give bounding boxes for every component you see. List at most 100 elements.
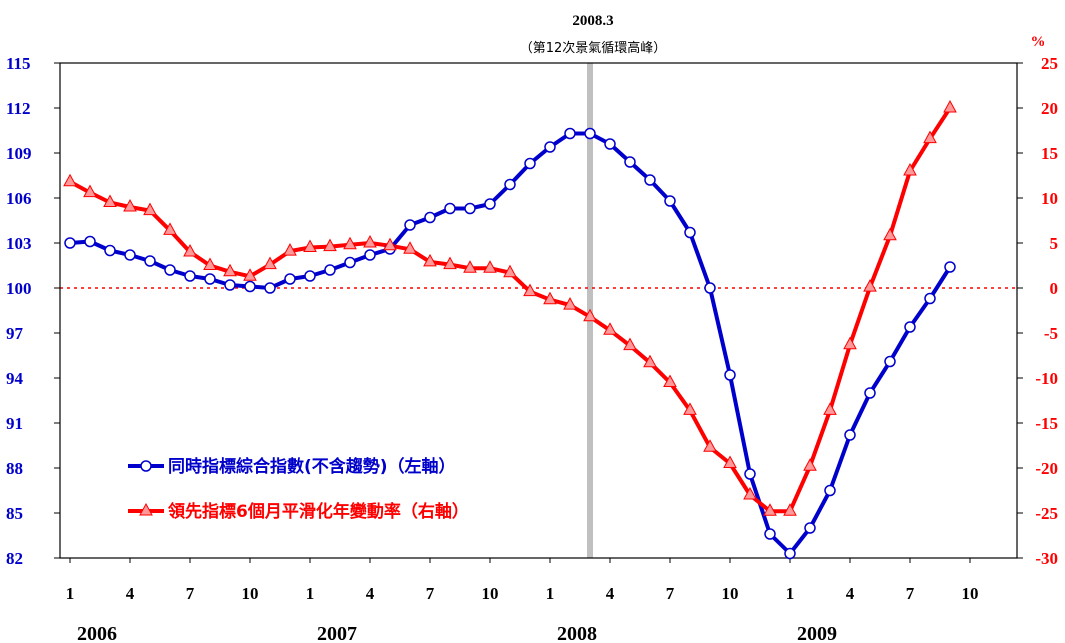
legend: 同時指標綜合指數(不含趨勢)（左軸） 領先指標6個月平滑化年變動率（右軸） — [128, 456, 469, 522]
leading-index-point — [83, 184, 97, 198]
leading-index-point — [383, 237, 397, 251]
leading-index-point — [583, 308, 597, 322]
x-axis-tick-label: 7 — [666, 584, 675, 603]
coincident-index-point — [924, 292, 936, 305]
leading-index-point — [903, 162, 917, 176]
left-axis-tick-label: 112 — [6, 99, 31, 118]
left-axis-tick-label: 91 — [6, 414, 23, 433]
coincident-index-point — [844, 429, 856, 441]
coincident-index-point — [684, 226, 696, 239]
left-axis-tick-label: 85 — [6, 504, 23, 523]
plot-area-frame — [59, 62, 1018, 559]
leading-index-point — [823, 402, 837, 415]
leading-index-point — [503, 264, 517, 278]
coincident-index-point — [524, 157, 536, 170]
left-axis-tick-label: 97 — [6, 324, 24, 343]
coincident-index-point — [544, 141, 556, 153]
year-label: 2007 — [317, 623, 357, 643]
leading-index-point — [743, 486, 757, 500]
coincident-index-point — [84, 235, 96, 248]
coincident-index-point — [584, 127, 596, 140]
right-axis-tick-label: 5 — [1050, 234, 1059, 253]
coincident-index-point — [264, 282, 276, 294]
leading-index-point — [103, 194, 117, 207]
grid-layer — [60, 63, 1017, 558]
leading-index-point — [703, 439, 717, 452]
leading-index-point — [543, 291, 557, 305]
leading-index-point — [663, 374, 677, 387]
left-axis-tick-label: 94 — [6, 369, 24, 388]
leading-index-point — [603, 322, 617, 335]
leading-index-point — [363, 234, 377, 248]
coincident-index-point — [764, 528, 776, 540]
coincident-index-point — [144, 255, 156, 267]
coincident-index-point — [224, 279, 236, 291]
coincident-index-point — [484, 198, 496, 210]
right-axis-tick-label: -25 — [1035, 504, 1058, 523]
leading-index-point — [143, 202, 157, 216]
coincident-index-point — [284, 273, 296, 285]
leading-index-point — [283, 243, 297, 256]
year-label: 2006 — [77, 623, 117, 643]
coincident-index-point — [164, 264, 176, 276]
leading-index-point — [643, 354, 657, 368]
right-axis-unit: % — [1031, 34, 1046, 50]
coincident-index-point — [424, 211, 436, 224]
x-axis-tick-label: 10 — [482, 584, 499, 603]
leading-index-point — [323, 238, 337, 252]
leading-index-point — [563, 297, 577, 310]
x-axis-tick-label: 1 — [546, 584, 555, 603]
legend-marker-circle — [140, 460, 152, 472]
coincident-index-point — [364, 249, 376, 261]
right-axis-tick-label: 0 — [1050, 279, 1059, 298]
coincident-index-point — [304, 270, 316, 282]
year-label: 2008 — [557, 623, 597, 643]
leading-index-point — [763, 503, 777, 516]
coincident-index-point — [244, 280, 256, 293]
leading-index-point — [303, 239, 317, 252]
x-axis-tick-label: 4 — [606, 584, 615, 603]
peak-annotation-subtitle: （第12次景氣循環高峰） — [520, 40, 667, 56]
leading-index-point — [243, 268, 257, 281]
right-axis-tick-label: -15 — [1035, 414, 1058, 433]
right-axis-tick-label: 10 — [1041, 189, 1058, 208]
leading-index-point — [803, 458, 817, 471]
coincident-index-point — [564, 127, 576, 140]
leading-index-point — [463, 260, 477, 273]
right-axis-tick-label: -5 — [1044, 324, 1058, 343]
leading-index-point — [443, 256, 457, 270]
leading-index-point — [63, 173, 77, 187]
right-axis-tick-label: -20 — [1035, 459, 1058, 478]
coincident-index-line — [69, 131, 952, 556]
coincident-index-point — [944, 261, 956, 273]
x-axis-tick-label: 1 — [66, 584, 75, 603]
coincident-index-point — [624, 156, 636, 168]
x-axis-tick-label: 10 — [722, 584, 739, 603]
leading-index-point — [623, 337, 637, 351]
coincident-index-point — [64, 237, 76, 249]
leading-index-line — [69, 106, 952, 514]
coincident-index-point — [324, 264, 336, 276]
x-axis-tick-label: 4 — [366, 584, 375, 603]
x-axis-tick-label: 10 — [242, 584, 259, 603]
coincident-index-point — [744, 468, 756, 480]
leading-index-point — [343, 236, 357, 250]
leading-index-point — [163, 222, 177, 235]
leading-index-point — [923, 130, 937, 144]
left-axis-tick-label: 103 — [6, 234, 32, 253]
x-axis-tick-label: 7 — [906, 584, 915, 603]
right-axis-tick-label: -10 — [1035, 369, 1058, 388]
right-axis-tick-label: -30 — [1035, 549, 1058, 568]
axes-layer: 115 112 109 106 103 100 97 94 91 88 85 82 25 20 15 10 5 0… — [6, 54, 1058, 643]
peak-annotation-title: 2008.3 — [572, 13, 613, 29]
leading-index-point — [203, 257, 217, 270]
leading-index-point — [523, 283, 537, 297]
coincident-index-point — [804, 522, 816, 534]
coincident-index-point — [784, 547, 796, 560]
leading-index-point — [783, 503, 797, 516]
x-axis-tick-label: 1 — [306, 584, 315, 603]
legend-marker-triangle — [139, 502, 153, 516]
coincident-index-point — [904, 321, 916, 333]
